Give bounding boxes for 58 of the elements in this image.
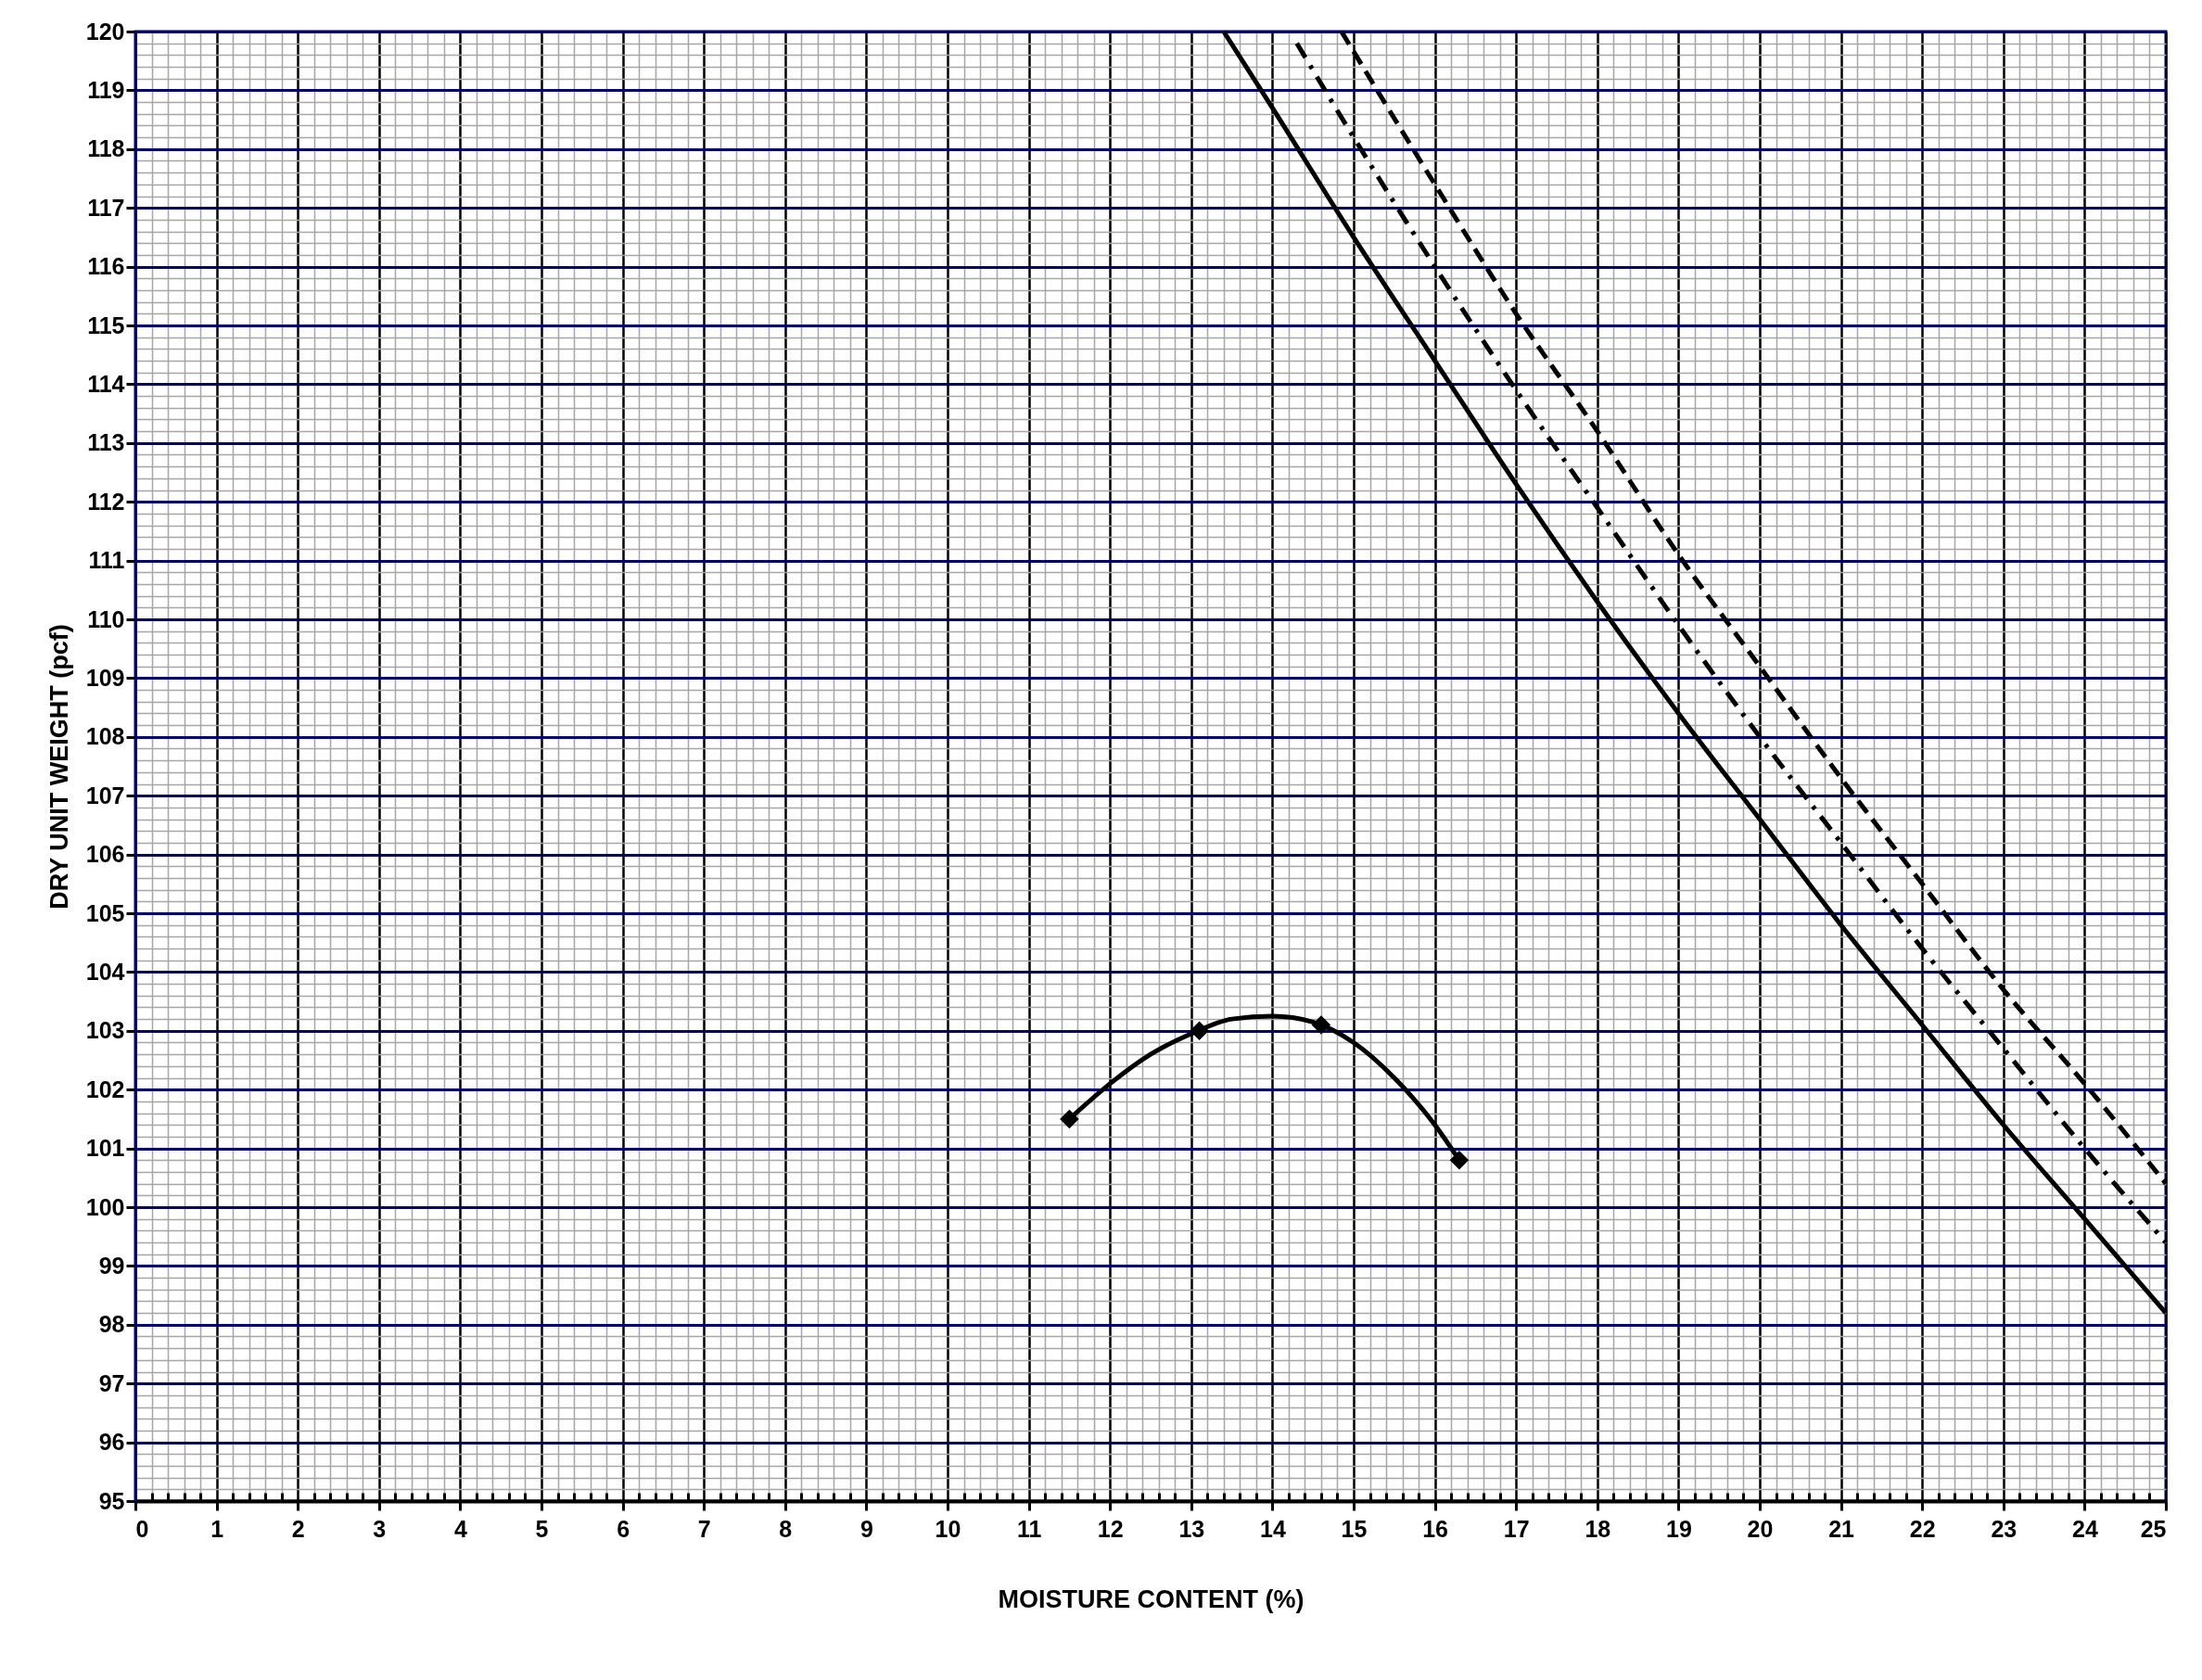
y-tick-label: 100	[85, 1193, 125, 1220]
x-tick-label: 6	[617, 1515, 630, 1542]
x-tick-label: 4	[453, 1515, 467, 1542]
y-tick-label: 97	[98, 1369, 125, 1396]
x-tick-label: 12	[1097, 1515, 1124, 1542]
x-tick-label: 21	[1828, 1515, 1855, 1542]
x-tick-label: 2	[291, 1515, 305, 1542]
x-tick-label: 16	[1422, 1515, 1449, 1542]
x-axis-title: MOISTURE CONTENT (%)	[998, 1585, 1305, 1613]
y-tick-label: 110	[87, 605, 125, 632]
x-tick-label: 19	[1665, 1515, 1692, 1542]
y-tick-label: 98	[98, 1311, 125, 1338]
y-tick-label: 108	[85, 723, 125, 750]
y-tick-label: 115	[87, 312, 125, 338]
x-tick-label: 14	[1259, 1515, 1286, 1542]
x-tick-label: 9	[859, 1515, 873, 1542]
x-tick-label: 22	[1909, 1515, 1936, 1542]
y-axis-title: DRY UNIT WEIGHT (pcf)	[45, 624, 73, 910]
y-tick-label: 105	[85, 899, 125, 926]
x-tick-label: 1	[210, 1515, 224, 1542]
y-tick-label: 118	[87, 135, 125, 162]
y-tick-label: 99	[98, 1252, 125, 1279]
y-tick-label: 116	[87, 253, 125, 280]
point	[1190, 1021, 1209, 1041]
y-tick-label: 104	[85, 958, 125, 985]
x-tick-label: 0	[135, 1515, 149, 1542]
y-tick-label: 114	[87, 370, 125, 397]
y-tick-label: 109	[85, 664, 125, 691]
x-tick-label: 18	[1585, 1515, 1611, 1542]
y-tick-label: 113	[87, 429, 125, 456]
y-tick-label: 96	[98, 1429, 125, 1456]
x-tick-label: 17	[1503, 1515, 1530, 1542]
x-tick-label: 24	[2071, 1515, 2098, 1542]
x-tick-label: 15	[1341, 1515, 1368, 1542]
x-tick-label: 23	[1991, 1515, 2017, 1542]
point	[1449, 1151, 1470, 1170]
x-tick-label: 13	[1178, 1515, 1205, 1542]
x-tick-label: 3	[373, 1515, 387, 1542]
x-tick-label: 20	[1747, 1515, 1774, 1542]
y-tick-label: 111	[88, 547, 125, 574]
x-tick-label: 8	[779, 1515, 793, 1542]
y-tick-label: 106	[85, 841, 125, 868]
x-tick-label: 25	[2140, 1515, 2167, 1542]
point	[1060, 1109, 1079, 1129]
y-tick-label: 120	[85, 18, 125, 45]
y-tick-label: 103	[85, 1017, 125, 1044]
y-tick-label: 95	[98, 1487, 125, 1514]
x-tick-label: 7	[697, 1515, 711, 1542]
y-tick-label: 101	[85, 1135, 125, 1162]
y-tick-label: 117	[87, 194, 125, 221]
x-tick-label: 11	[1016, 1515, 1042, 1542]
y-tick-label: 119	[87, 76, 125, 103]
x-tick-label: 5	[535, 1515, 549, 1542]
y-tick-label: 112	[87, 488, 125, 515]
y-tick-label: 107	[85, 782, 125, 808]
y-tick-label: 102	[85, 1075, 125, 1102]
x-tick-label: 10	[935, 1515, 961, 1542]
point	[1311, 1015, 1331, 1035]
